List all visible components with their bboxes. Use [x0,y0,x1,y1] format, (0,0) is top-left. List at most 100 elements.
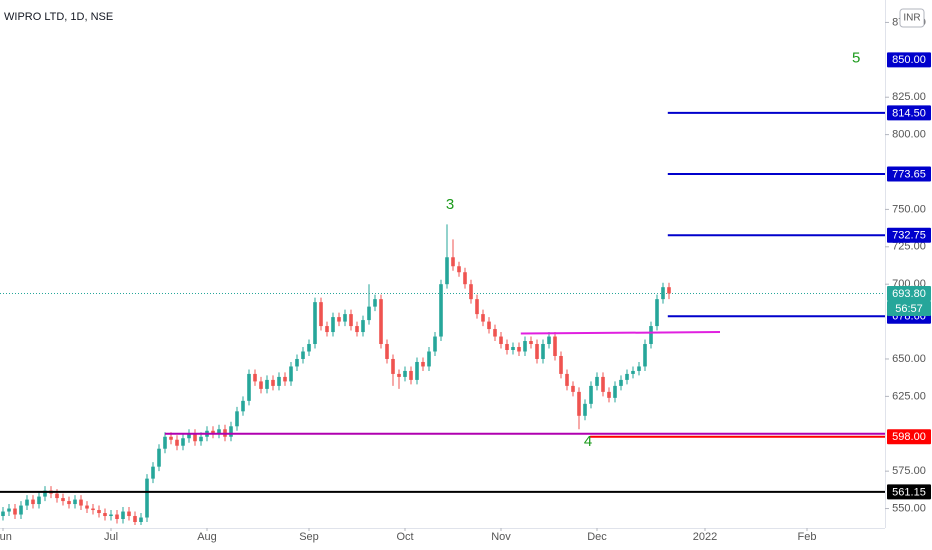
candle-body [529,341,533,345]
y-tick-label: 725.00 [892,241,926,253]
candle-body [325,326,329,333]
chart-title: WIPRO LTD, 1D, NSE [4,11,113,23]
price-level-label: 773.65 [892,168,926,180]
candle-body [247,373,251,401]
candle-body [343,314,347,322]
candle-body [229,426,233,437]
y-tick-label: 825.00 [892,91,926,103]
candle-body [97,510,101,514]
candle-body [313,302,317,345]
candle-body [31,499,35,505]
candle-body [307,344,311,352]
candle-body [139,517,143,523]
candle-body [565,373,569,386]
x-tick-label: 2022 [693,531,717,543]
candle-body [235,411,239,427]
candle-body [613,385,617,398]
candle-body [331,317,335,333]
currency-badge [899,8,925,28]
candle-body [643,344,647,367]
price-level-label-box [887,166,931,182]
candle-body [487,321,491,330]
candle-body [187,433,191,439]
candle-body [163,436,167,449]
candle-body [43,490,47,497]
candle-body [373,299,377,307]
candle-body [133,516,137,523]
candle-body [457,266,461,273]
candle-body [535,344,539,359]
candle-body [37,496,41,505]
candle-body [259,381,263,389]
candle-body [73,499,77,505]
candle-body [349,314,353,327]
candle-body [115,514,119,520]
y-tick-label: 625.00 [892,390,926,402]
candle-body [511,347,515,350]
candle-body [607,391,611,398]
candle-body [391,358,395,374]
candle-body [175,439,179,446]
candle-body [523,341,527,352]
candle-body [421,361,425,367]
candle-body [295,358,299,367]
candle-body [655,299,659,327]
candle-body [619,379,623,386]
candle-body [379,299,383,345]
candle-body [289,366,293,382]
candle-body [433,336,437,352]
currency-label: INR [903,13,920,24]
candle-body [181,438,185,446]
candle-body [91,508,95,511]
candle-body [19,505,23,515]
candle-body [319,302,323,327]
candle-body [493,329,497,337]
candle-body [367,306,371,321]
candle-body [79,499,83,506]
trendline [520,331,721,335]
price-level-label-box [887,105,931,121]
price-level-label: 850.00 [892,54,926,66]
candle-body [589,385,593,404]
candle-body [193,433,197,442]
candle-body [241,400,245,412]
candle-body [661,287,665,300]
candle-body [595,376,599,386]
candle-body [451,257,455,267]
candle-body [67,501,71,505]
candle-body [403,370,407,377]
candle-body [61,498,65,502]
candle-body [625,373,629,380]
candle-body [541,344,545,359]
x-tick-label: Jun [0,531,12,543]
price-level-label-box [887,429,931,445]
candle-body [199,436,203,442]
candle-body [13,508,17,515]
candle-body [85,505,89,509]
candle-body [103,513,107,517]
current-price-label: 693.80 [892,288,926,300]
x-tick-label: Sep [299,531,319,543]
price-level-label-box [887,227,931,243]
candle-body [283,376,287,382]
candle-body [577,391,581,416]
y-tick-label: 650.00 [892,353,926,365]
candle-body [169,436,173,440]
candle-body [55,493,59,499]
candle-body [217,429,221,434]
candle-body [637,366,641,371]
price-level-label: 814.50 [892,107,926,119]
countdown-label: 56:57 [895,303,923,315]
candle-body [505,344,509,350]
candle-body [463,272,467,285]
candle-body [109,514,113,517]
x-tick-label: Aug [197,531,217,543]
price-level-label-box [887,484,931,500]
candle-body [211,430,215,434]
candle-body [547,336,551,345]
candle-body [559,355,563,374]
candle-body [409,370,413,380]
candle-body [25,499,29,506]
candle-body [475,299,479,315]
